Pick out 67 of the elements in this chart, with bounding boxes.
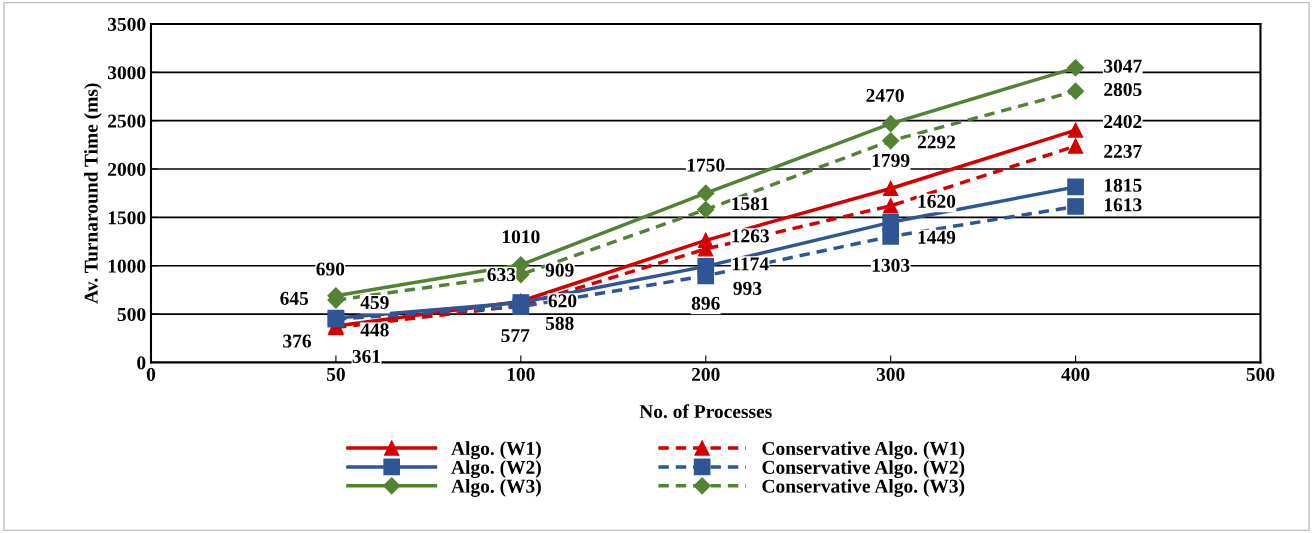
data-label: 459 xyxy=(360,295,389,310)
y-tick-label: 3000 xyxy=(107,66,146,80)
point xyxy=(1067,198,1084,215)
data-label: 1750 xyxy=(687,158,725,172)
point xyxy=(1067,59,1085,77)
data-label: 909 xyxy=(545,263,574,277)
data-label: 1815 xyxy=(1104,178,1142,192)
x-tick-label: 400 xyxy=(1061,367,1090,381)
y-tick-label: 0 xyxy=(137,356,146,370)
data-label: 1613 xyxy=(1104,198,1142,212)
point xyxy=(882,115,900,133)
point xyxy=(1067,178,1084,196)
data-label: 376 xyxy=(283,334,312,348)
data-label: 2805 xyxy=(1104,82,1142,97)
data-label: 577 xyxy=(501,329,530,343)
data-label: 588 xyxy=(545,316,574,330)
point xyxy=(883,198,899,214)
y-tick-label: 1000 xyxy=(108,259,146,273)
x-tick-label: 100 xyxy=(507,367,535,381)
legend-label: Algo. (W3) xyxy=(451,479,541,497)
data-label: 3047 xyxy=(1104,59,1142,73)
data-label: 2237 xyxy=(1104,144,1142,158)
data-label: 1263 xyxy=(732,229,769,243)
data-label: 1620 xyxy=(918,194,956,208)
legend-label: Algo. (W1) xyxy=(451,441,541,460)
legend-label: Conservative Algo. (W2) xyxy=(762,460,965,479)
y-tick-label: 2500 xyxy=(108,114,146,128)
point xyxy=(697,201,715,219)
x-axis-title: No. of Processes xyxy=(639,404,772,419)
data-label: 448 xyxy=(360,323,389,337)
data-label: 1303 xyxy=(872,258,910,272)
data-label: 1799 xyxy=(872,153,910,167)
point xyxy=(697,184,715,202)
data-label: 633 xyxy=(487,268,516,282)
data-label: 1449 xyxy=(918,230,956,244)
y-tick-label: 2000 xyxy=(108,162,146,176)
data-label: 1010 xyxy=(502,230,540,244)
data-label: 620 xyxy=(548,294,577,308)
data-label: 361 xyxy=(352,349,381,363)
legend-label: Conservative Algo. (W1) xyxy=(762,441,965,460)
x-tick-label: 300 xyxy=(876,367,905,381)
point xyxy=(882,228,899,245)
legend-label: Algo. (W2) xyxy=(451,460,541,479)
point xyxy=(882,132,900,150)
point xyxy=(1067,138,1084,154)
point xyxy=(1067,82,1085,100)
data-label: 2292 xyxy=(917,135,956,149)
data-label: 2470 xyxy=(866,88,904,103)
point xyxy=(697,267,715,285)
data-label: 993 xyxy=(733,281,762,295)
data-label: 1581 xyxy=(732,197,769,211)
data-label: 2402 xyxy=(1104,114,1142,129)
data-label: 645 xyxy=(280,291,309,305)
x-tick-label: 0 xyxy=(146,367,156,381)
x-tick-label: 200 xyxy=(691,367,720,381)
data-label: 1174 xyxy=(732,257,769,271)
y-tick-label: 3500 xyxy=(107,17,146,31)
x-tick-label: 500 xyxy=(1246,367,1275,381)
x-tick-label: 50 xyxy=(326,367,345,381)
y-tick-label: 500 xyxy=(117,307,146,322)
point xyxy=(1067,122,1084,138)
y-axis-title: Av. Turnaround Time (ms) xyxy=(84,83,102,304)
y-tick-label: 1500 xyxy=(108,211,146,225)
legend-label: Conservative Algo. (W3) xyxy=(762,479,965,497)
point xyxy=(883,180,899,197)
data-label: 690 xyxy=(316,262,345,276)
data-label: 896 xyxy=(691,296,720,310)
